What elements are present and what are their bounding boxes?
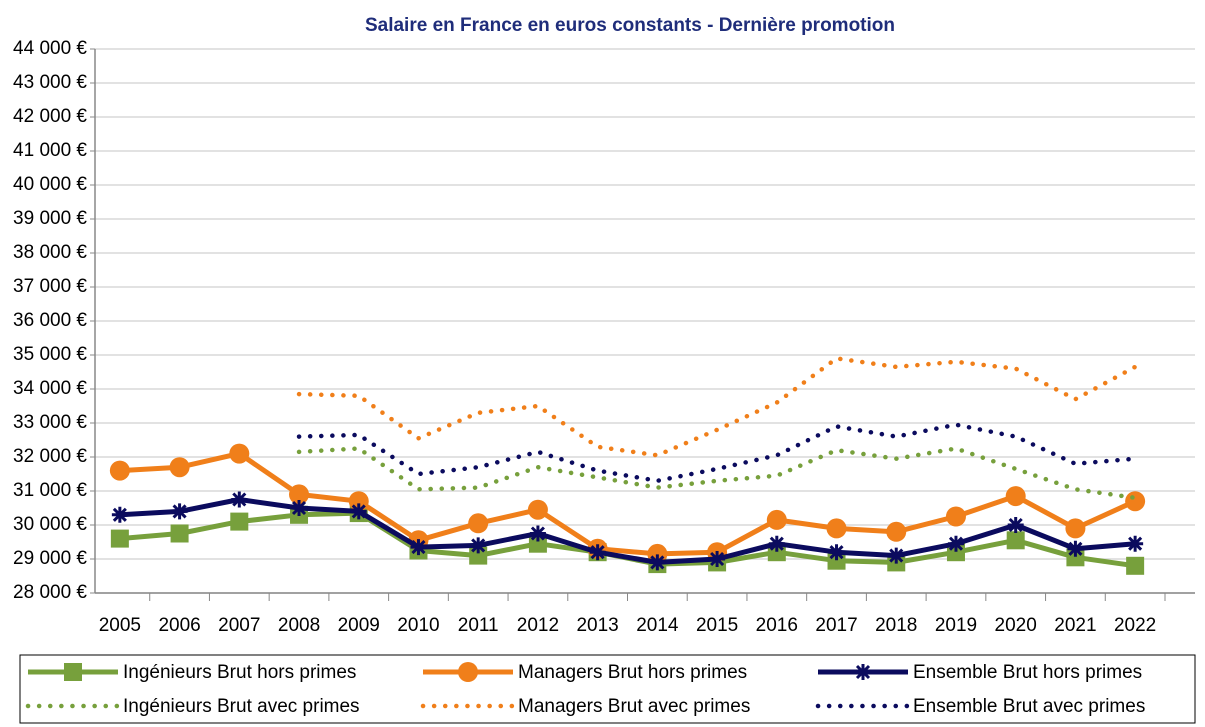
legend-label: Ingénieurs Brut hors primes — [123, 662, 356, 683]
point — [1006, 531, 1025, 550]
series-line — [119, 451, 1137, 557]
y-tick-label: 33 000 € — [13, 412, 87, 433]
y-tick-label: 44 000 € — [13, 38, 87, 59]
point — [766, 509, 787, 530]
y-tick-label: 42 000 € — [13, 106, 87, 127]
point — [1127, 535, 1144, 552]
y-tick-label: 37 000 € — [13, 276, 87, 297]
point — [350, 503, 367, 520]
point — [529, 525, 546, 542]
x-tick-label: 2021 — [1054, 615, 1096, 636]
x-tick-label: 2014 — [636, 615, 679, 636]
legend-box — [19, 654, 1196, 724]
y-tick-label: 30 000 € — [13, 514, 87, 535]
point — [768, 535, 785, 552]
y-tick-label: 36 000 € — [13, 310, 87, 331]
legend-marker — [64, 663, 82, 681]
legend-label: Managers Brut avec primes — [518, 696, 750, 717]
point — [1005, 486, 1026, 507]
x-tick-label: 2020 — [995, 615, 1037, 636]
y-tick-label: 41 000 € — [13, 140, 87, 161]
point — [527, 499, 548, 520]
point — [111, 506, 128, 523]
x-tick-label: 2008 — [278, 615, 320, 636]
y-tick-label: 28 000 € — [13, 582, 87, 603]
point — [169, 457, 190, 478]
point — [709, 551, 726, 567]
series-line — [296, 422, 1138, 484]
point — [1065, 518, 1086, 539]
point — [109, 460, 130, 481]
point — [470, 537, 487, 554]
series-line — [296, 356, 1138, 458]
y-tick-label: 43 000 € — [13, 72, 87, 93]
y-tick-label: 32 000 € — [13, 446, 87, 467]
y-tick-label: 31 000 € — [13, 480, 87, 501]
y-tick-label: 35 000 € — [13, 344, 87, 365]
point — [231, 491, 248, 508]
y-tick-label: 39 000 € — [13, 208, 87, 229]
legend-label: Ensemble Brut avec primes — [913, 696, 1145, 717]
x-tick-label: 2022 — [1114, 615, 1156, 636]
legend-label: Managers Brut hors primes — [518, 662, 747, 683]
point — [468, 513, 489, 534]
point — [229, 443, 250, 464]
x-tick-label: 2017 — [815, 615, 857, 636]
point — [886, 521, 907, 542]
point — [171, 503, 188, 520]
point — [410, 539, 427, 556]
legend-label: Ingénieurs Brut avec primes — [123, 696, 360, 717]
point — [289, 484, 310, 505]
point — [888, 547, 905, 564]
point — [828, 544, 845, 561]
x-tick-label: 2012 — [517, 615, 559, 636]
x-tick-label: 2011 — [458, 615, 499, 636]
x-tick-label: 2018 — [875, 615, 917, 636]
x-tick-label: 2007 — [218, 615, 260, 636]
point — [291, 500, 308, 516]
point — [1126, 556, 1145, 575]
point — [110, 529, 129, 548]
x-tick-label: 2009 — [338, 615, 380, 636]
series-line — [119, 497, 1136, 565]
y-tick-label: 29 000 € — [13, 548, 87, 569]
y-tick-label: 38 000 € — [13, 242, 87, 263]
point — [1067, 540, 1084, 557]
point — [1007, 517, 1024, 533]
x-tick-label: 2005 — [99, 615, 141, 636]
chart-title: Salaire en France en euros constants - D… — [365, 15, 895, 36]
point — [1125, 491, 1146, 512]
x-tick-label: 2016 — [756, 615, 798, 636]
x-tick-label: 2006 — [158, 615, 200, 636]
point — [170, 524, 189, 543]
x-tick-label: 2015 — [696, 615, 738, 636]
y-tick-label: 34 000 € — [13, 378, 87, 399]
y-tick-label: 40 000 € — [13, 174, 87, 195]
x-tick-label: 2019 — [935, 615, 977, 636]
x-tick-label: 2010 — [397, 615, 439, 636]
point — [230, 512, 249, 531]
legend-marker — [458, 662, 478, 682]
point — [947, 535, 964, 552]
point — [945, 506, 966, 527]
point — [826, 518, 847, 539]
legend-marker — [855, 664, 871, 680]
x-tick-label: 2013 — [576, 615, 618, 636]
point — [649, 554, 666, 571]
legend-label: Ensemble Brut hors primes — [913, 662, 1142, 683]
point — [589, 544, 606, 561]
